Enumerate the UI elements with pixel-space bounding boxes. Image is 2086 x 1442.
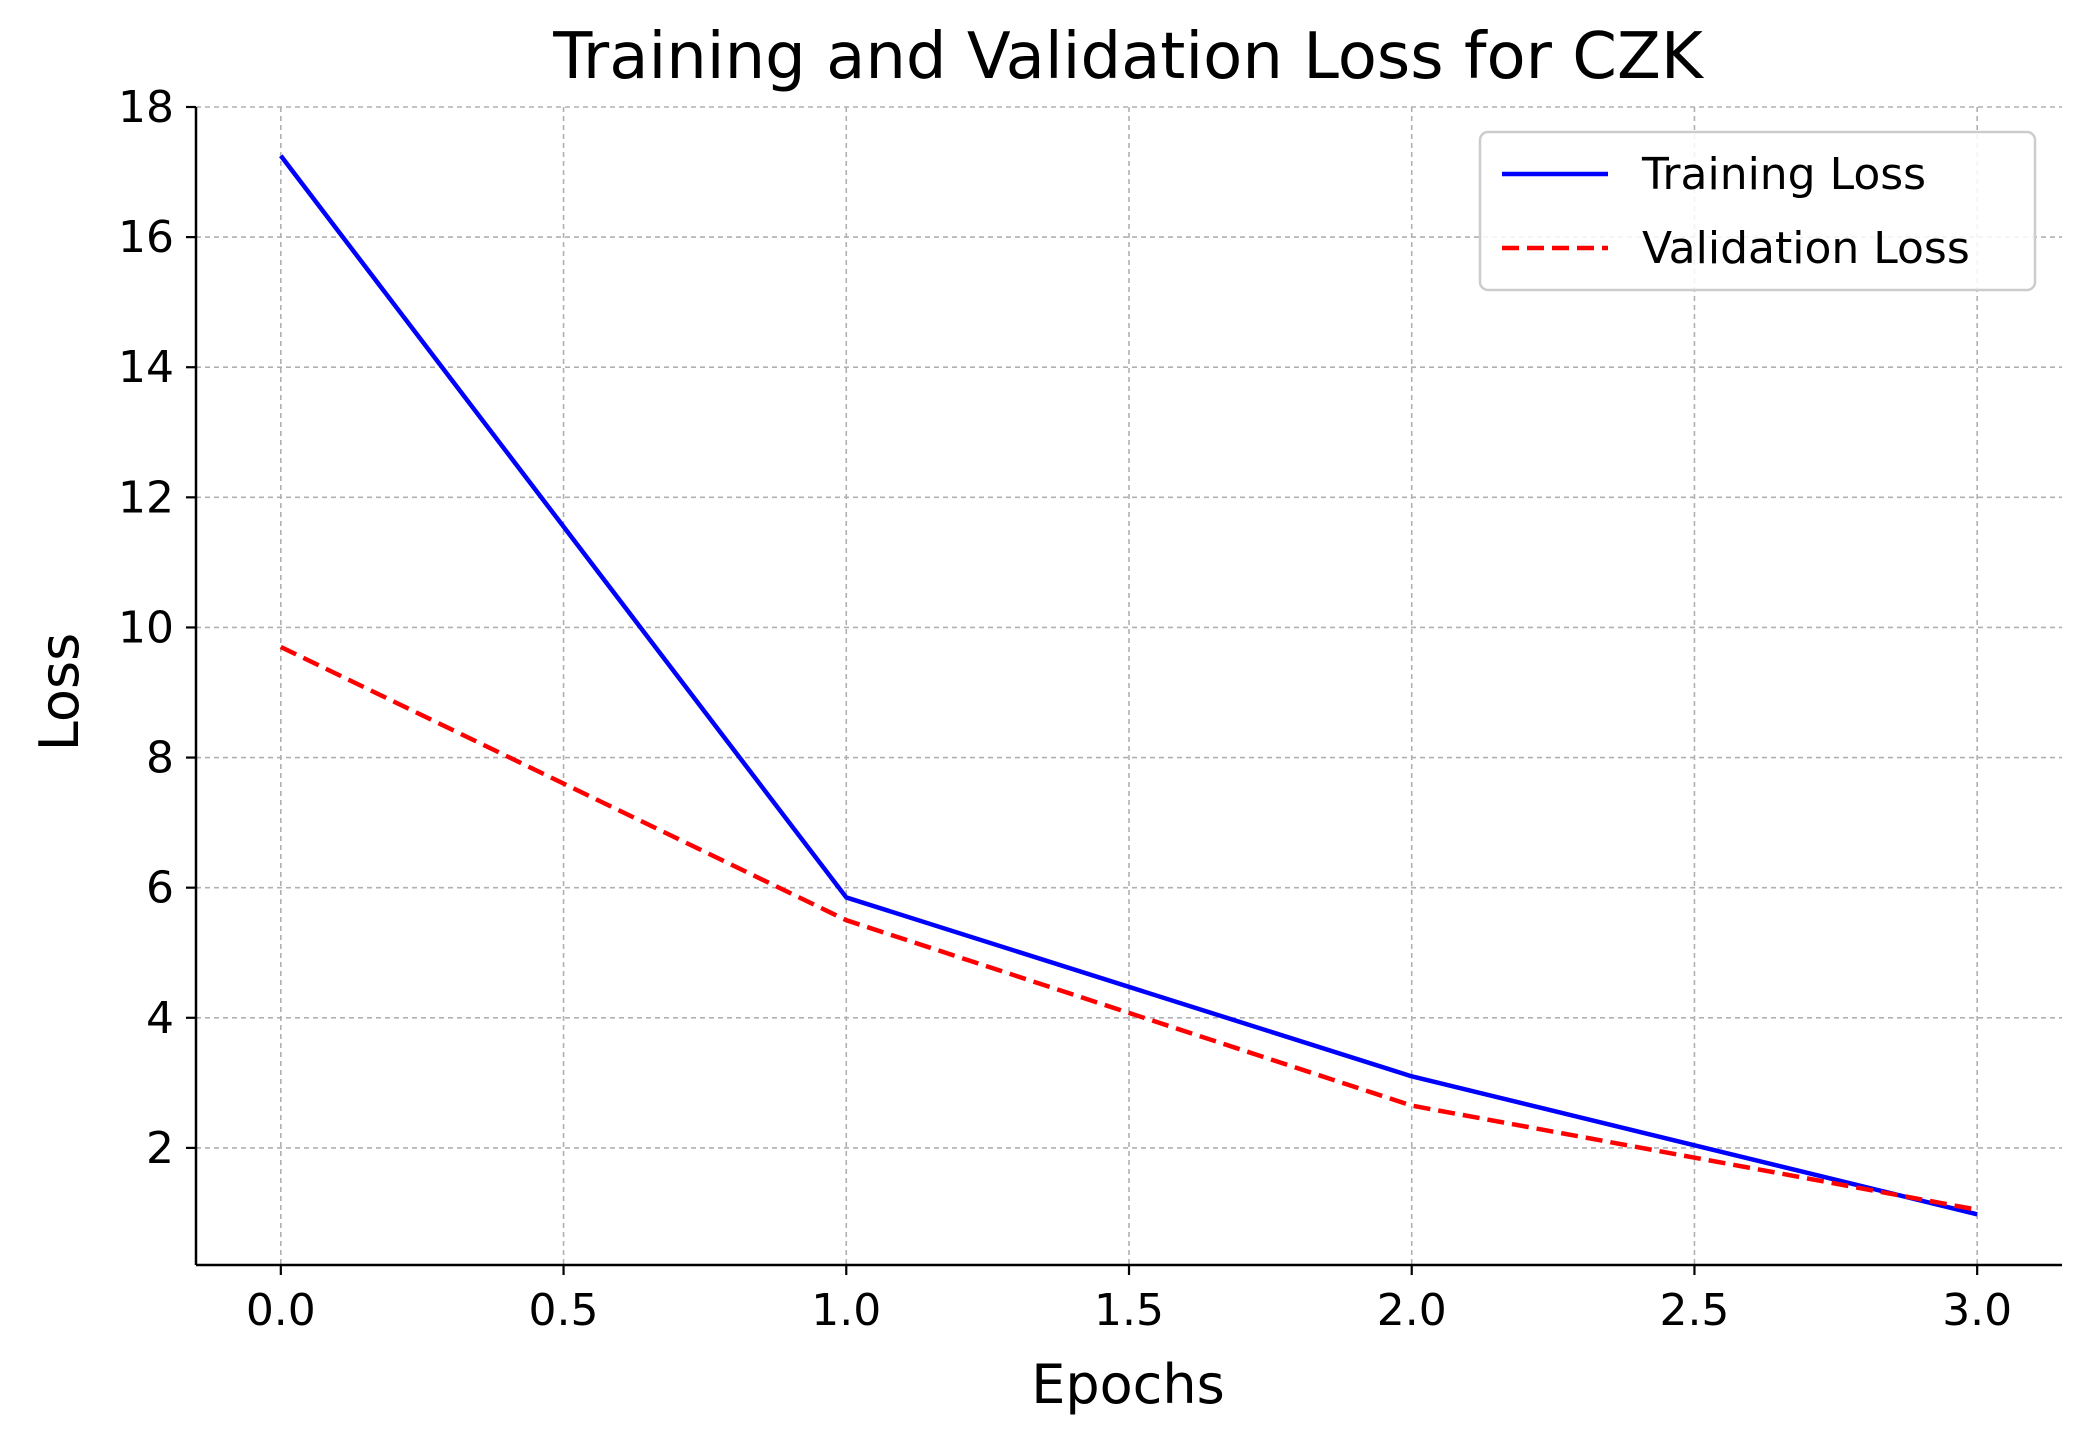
x-axis-ticks: 0.0 0.5 1.0 1.5 2.0 2.5 3.0 [246, 1265, 2012, 1336]
y-tick-label: 10 [118, 602, 174, 653]
x-tick-label: 0.0 [246, 1285, 316, 1336]
y-tick-label: 12 [118, 472, 174, 523]
y-tick-label: 18 [118, 82, 174, 133]
series-line-training-loss [279, 154, 1978, 1217]
legend: Training Loss Validation Loss [1478, 130, 2037, 292]
chart-title: Training and Validation Loss for CZK [552, 20, 1705, 94]
legend-frame [1478, 130, 2037, 292]
x-tick-label: 1.0 [811, 1285, 881, 1336]
plot-series [278, 153, 1980, 1217]
data-point-validation-loss [843, 917, 849, 923]
y-tick-label: 2 [146, 1123, 174, 1174]
data-point-validation-loss [278, 644, 284, 650]
x-tick-label: 3.0 [1942, 1285, 2012, 1336]
y-axis-ticks: 2 4 6 8 10 12 14 16 18 [118, 82, 196, 1174]
x-axis-label: Epochs [1031, 1353, 1224, 1416]
y-tick-label: 6 [146, 863, 174, 914]
x-tick-label: 1.5 [1094, 1285, 1164, 1336]
y-tick-label: 8 [146, 733, 174, 784]
legend-label-training-loss: Training Loss [1641, 149, 1926, 200]
y-tick-label: 14 [118, 342, 174, 393]
data-point-training-loss [1409, 1073, 1415, 1079]
y-tick-label: 16 [118, 212, 174, 263]
x-tick-label: 2.5 [1659, 1285, 1729, 1336]
data-point-training-loss [278, 153, 284, 159]
data-point-validation-loss [1974, 1207, 1980, 1213]
x-tick-label: 0.5 [529, 1285, 599, 1336]
series-line-validation-loss [279, 644, 1978, 1212]
x-tick-label: 2.0 [1377, 1285, 1447, 1336]
y-tick-label: 4 [146, 993, 174, 1044]
data-point-validation-loss [1409, 1103, 1415, 1109]
legend-label-validation-loss: Validation Loss [1642, 223, 1970, 274]
y-axis-label: Loss [28, 633, 91, 751]
data-point-training-loss [843, 894, 849, 900]
grid-lines [196, 106, 2062, 1265]
